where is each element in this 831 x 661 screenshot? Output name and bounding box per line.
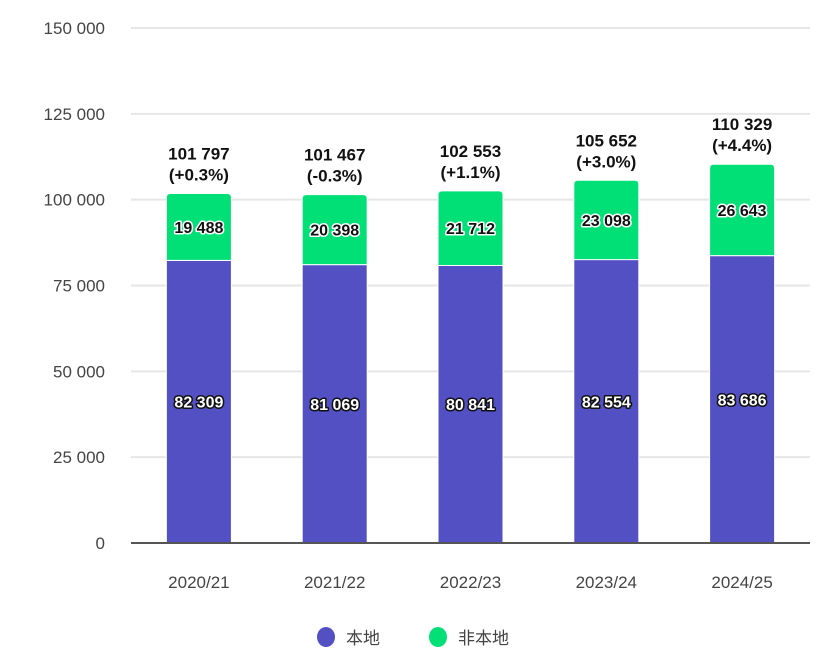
bar-nonlocal: [709, 163, 776, 257]
y-tick-label: 0: [96, 534, 105, 553]
y-tick-label: 25 000: [53, 448, 105, 467]
bar-label-nonlocal: 21 712: [446, 221, 495, 238]
change-label: (+3.0%): [576, 152, 636, 171]
bar-group: 82 309 19 488 101 797 (+0.3%): [165, 144, 232, 544]
bar-label-local: 80 841: [446, 397, 495, 414]
y-tick-label: 100 000: [44, 191, 105, 210]
x-tick-label: 2021/22: [304, 573, 365, 592]
bar-label-nonlocal: 20 398: [310, 223, 359, 240]
bar-nonlocal: [165, 192, 232, 261]
bar-group: 82 554 23 098 105 652 (+3.0%): [573, 131, 640, 544]
x-tick-label: 2022/23: [440, 573, 501, 592]
legend: 本地 非本地: [317, 627, 509, 649]
x-tick-label: 2020/21: [168, 573, 229, 592]
x-tick-label: 2023/24: [576, 573, 637, 592]
bar-local: [437, 264, 504, 544]
bar-local: [573, 259, 640, 544]
bar-local: [301, 264, 368, 544]
change-label: (+4.4%): [712, 136, 772, 155]
bar-group: 81 069 20 398 101 467 (-0.3%): [301, 146, 368, 544]
legend-marker-icon: [429, 627, 447, 647]
bars: 82 309 19 488 101 797 (+0.3%) 81 069 20 398 10…: [165, 115, 776, 544]
bar-nonlocal: [573, 179, 640, 261]
bar-label-local: 81 069: [310, 397, 359, 414]
legend-marker-icon: [317, 627, 335, 647]
bar-label-nonlocal: 26 643: [718, 203, 767, 220]
y-tick-label: 150 000: [44, 19, 105, 38]
y-tick-label: 50 000: [53, 362, 105, 381]
total-label: 101 467: [304, 146, 365, 165]
change-label: (+1.1%): [441, 163, 501, 182]
total-label: 101 797: [168, 144, 229, 163]
change-label: (+0.3%): [169, 165, 229, 184]
bar-label-local: 83 686: [718, 392, 767, 409]
legend-label: 非本地: [458, 629, 509, 649]
y-tick-label: 125 000: [44, 105, 105, 124]
legend-label: 本地: [346, 629, 380, 649]
y-axis-ticks: 0 25 000 50 000 75 000 100 000 125 000 150 000: [44, 19, 105, 553]
bar-label-local: 82 309: [174, 395, 223, 412]
bar-label-nonlocal: 23 098: [582, 213, 631, 230]
legend-item: 本地: [317, 627, 380, 649]
bar-nonlocal: [301, 194, 368, 266]
total-label: 110 329: [712, 115, 773, 134]
legend-item: 非本地: [429, 627, 509, 649]
bar-group: 80 841 21 712 102 553 (+1.1%): [437, 142, 504, 544]
bar-label-local: 82 554: [582, 394, 631, 411]
bar-label-nonlocal: 19 488: [174, 220, 223, 237]
x-axis-ticks: 2020/21 2021/22 2022/23 2023/24 2024/25: [168, 573, 773, 592]
total-label: 102 553: [440, 142, 501, 161]
total-label: 105 652: [576, 131, 637, 150]
y-tick-label: 75 000: [53, 277, 105, 296]
x-tick-label: 2024/25: [711, 573, 772, 592]
change-label: (-0.3%): [307, 167, 363, 186]
bar-nonlocal: [437, 190, 504, 266]
bar-group: 83 686 26 643 110 329 (+4.4%): [709, 115, 776, 544]
